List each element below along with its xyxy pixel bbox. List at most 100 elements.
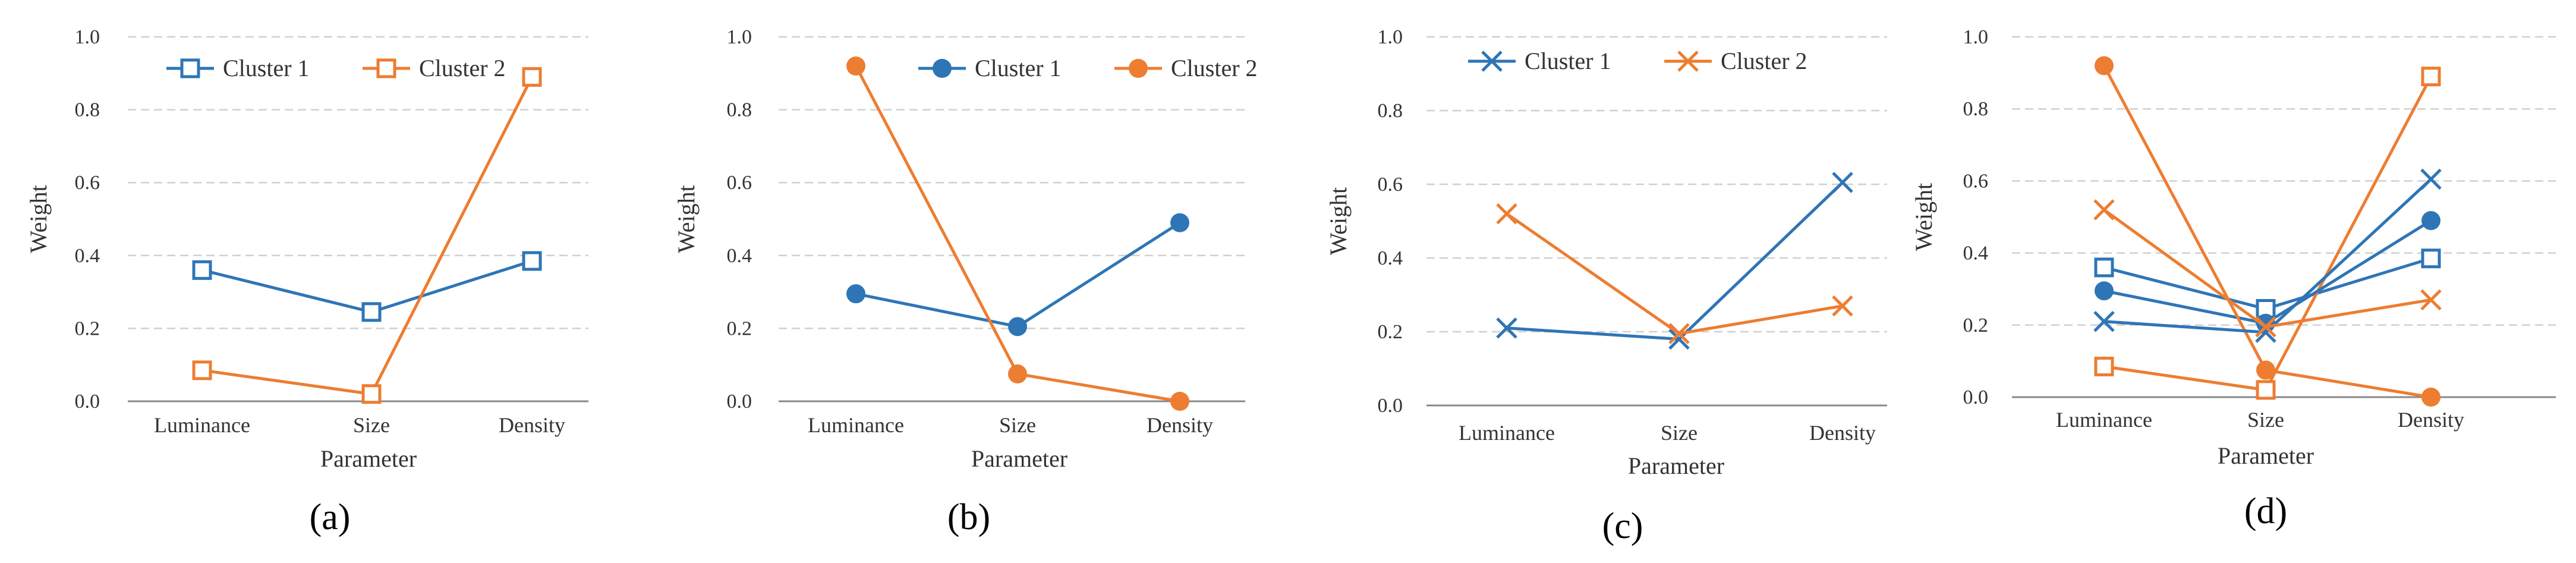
- data-point: [1832, 172, 1853, 193]
- data-point-shape: [522, 67, 542, 87]
- data-point: [2420, 289, 2442, 311]
- data-point: [1832, 295, 1853, 317]
- data-point-shape: [1008, 317, 1027, 336]
- data-point: [361, 302, 382, 322]
- data-point-shape: [1170, 392, 1189, 411]
- data-point-shape: [2095, 56, 2114, 76]
- data-point: [192, 260, 212, 280]
- legend-label: Cluster 2: [1721, 48, 1807, 74]
- legend-marker-shape: [933, 59, 952, 78]
- data-point-stroke-b: [2420, 289, 2442, 311]
- y-axis-title: Weight: [1910, 183, 1937, 251]
- x-tick-label: Luminance: [1459, 421, 1555, 445]
- data-point: [2421, 67, 2441, 87]
- y-tick-label: 0.6: [727, 172, 752, 194]
- data-point: [1170, 213, 1189, 232]
- x-tick-label: Density: [2398, 408, 2464, 432]
- data-point: [1668, 323, 1690, 344]
- x-axis-title: Parameter: [2218, 442, 2314, 469]
- data-point: [1008, 364, 1027, 384]
- data-point-shape: [361, 384, 382, 404]
- legend-marker: [180, 58, 200, 78]
- legend-marker-stroke-b: [1677, 51, 1699, 72]
- series-line-1: [855, 221, 1181, 328]
- x-tick-label: Density: [499, 413, 565, 437]
- data-point: [192, 360, 212, 380]
- data-point: [2095, 281, 2114, 301]
- data-point: [361, 384, 382, 404]
- x-tick-label: Size: [353, 413, 390, 437]
- data-point: [1496, 317, 1517, 339]
- x-tick-label: Luminance: [154, 413, 250, 437]
- legend: Cluster 1 Cluster 2: [1468, 48, 1807, 74]
- legend-marker: [1677, 51, 1699, 72]
- y-tick-label: 0.0: [75, 391, 100, 413]
- legend-marker-shape: [180, 58, 200, 78]
- data-point-stroke-b: [1832, 295, 1853, 317]
- legend-marker-stroke-b: [1481, 51, 1503, 72]
- panel-label: (c): [1602, 506, 1643, 546]
- data-point-shape: [2256, 360, 2275, 380]
- y-tick-label: 0.8: [75, 99, 100, 121]
- data-point: [522, 67, 542, 87]
- data-point: [1170, 392, 1189, 411]
- data-point-shape: [846, 284, 865, 304]
- data-point-shape: [1170, 213, 1189, 232]
- data-point: [1496, 203, 1517, 225]
- legend-label: Cluster 2: [419, 55, 506, 81]
- legend-marker: [376, 58, 396, 78]
- data-point: [2094, 257, 2114, 278]
- y-tick-label: 0.0: [1378, 395, 1403, 417]
- y-tick-label: 0.4: [75, 245, 100, 267]
- y-tick-label: 0.8: [1963, 98, 1989, 120]
- x-tick-label: Size: [1661, 421, 1698, 445]
- y-axis-title: Weight: [1325, 187, 1352, 256]
- y-tick-label: 1.0: [75, 26, 100, 48]
- legend-marker: [1129, 59, 1148, 78]
- data-point-shape: [2094, 356, 2114, 376]
- y-tick-label: 0.2: [727, 317, 752, 339]
- legend: Cluster 1 Cluster 2: [166, 55, 506, 81]
- data-point-stroke-b: [1832, 172, 1853, 193]
- legend-label: Cluster 2: [1171, 55, 1258, 81]
- x-axis-title: Parameter: [320, 445, 417, 472]
- data-point: [846, 284, 865, 304]
- y-tick-label: 1.0: [727, 26, 752, 48]
- x-tick-label: Luminance: [2056, 408, 2152, 432]
- legend-marker: [1481, 51, 1503, 72]
- legend: Cluster 1 Cluster 2: [918, 55, 1258, 81]
- x-tick-label: Density: [1809, 421, 1876, 445]
- data-point: [2421, 211, 2440, 231]
- x-axis-title: Parameter: [1628, 452, 1724, 479]
- y-tick-label: 0.8: [1378, 100, 1403, 122]
- data-point-shape: [192, 360, 212, 380]
- data-point: [2094, 356, 2114, 376]
- y-tick-label: 0.8: [727, 99, 752, 121]
- y-tick-label: 0.0: [727, 391, 752, 413]
- data-point-shape: [192, 260, 212, 280]
- legend-label: Cluster 1: [1525, 48, 1611, 74]
- data-point-stroke-b: [2093, 199, 2115, 221]
- y-tick-label: 0.6: [1963, 170, 1989, 192]
- y-tick-label: 0.6: [75, 172, 100, 194]
- data-point-shape: [2256, 380, 2276, 400]
- series-line-4: [2102, 65, 2432, 399]
- data-point-shape: [1008, 364, 1027, 384]
- data-point-shape: [2094, 257, 2114, 278]
- data-point: [2256, 360, 2275, 380]
- data-point-stroke-b: [2093, 310, 2115, 332]
- data-point: [2421, 388, 2440, 407]
- data-point: [2093, 199, 2115, 221]
- data-point-shape: [2421, 388, 2440, 407]
- data-point: [2421, 249, 2441, 269]
- series-line-2: [854, 65, 1180, 403]
- panel-label: (b): [947, 497, 990, 537]
- data-point: [2256, 380, 2276, 400]
- data-point: [846, 56, 865, 76]
- chart-panel-2: 0.0 0.2 0.4 0.6 0.8 1.0 Luminance Size Density Pa…: [673, 26, 1258, 537]
- legend-label: Cluster 1: [975, 55, 1062, 81]
- legend-marker-shape: [1129, 59, 1148, 78]
- legend-marker: [933, 59, 952, 78]
- data-point-stroke-b: [1496, 317, 1517, 339]
- data-point-shape: [2421, 211, 2440, 231]
